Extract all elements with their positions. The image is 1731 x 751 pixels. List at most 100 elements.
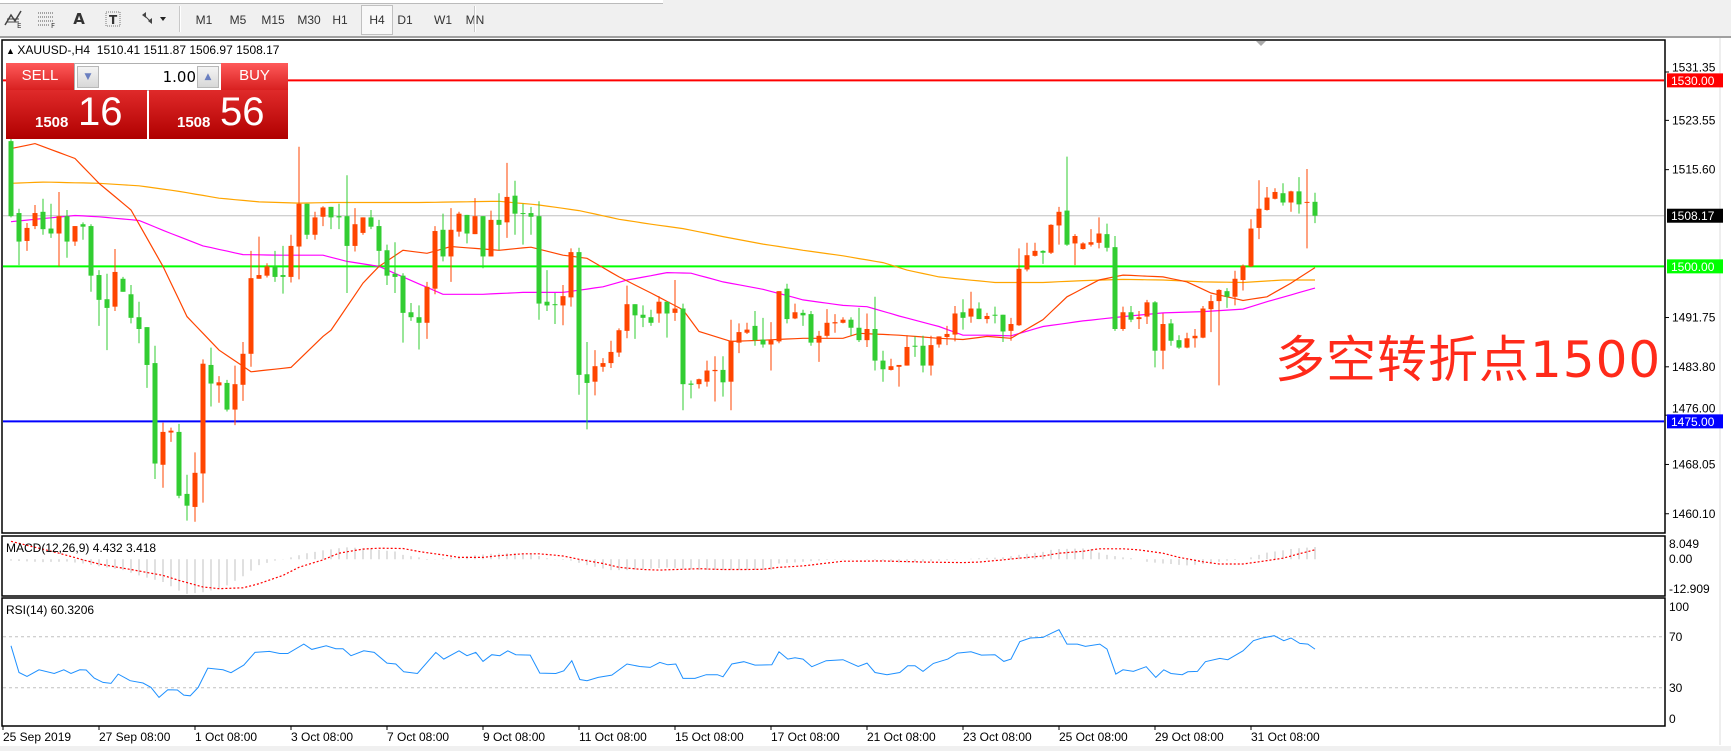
lot-increase-button[interactable]: ▲ — [197, 66, 219, 88]
candle — [520, 203, 526, 245]
timeframe-m30[interactable]: M30 — [297, 13, 321, 27]
timeframe-d1[interactable]: D1 — [397, 13, 413, 27]
candle-body — [896, 364, 902, 367]
candle — [1216, 289, 1222, 386]
timeframe-h4[interactable]: H4 — [361, 5, 393, 35]
candle — [1264, 187, 1270, 211]
collapse-triangle-icon[interactable]: ▲ — [6, 46, 18, 56]
candle-body — [1256, 208, 1262, 228]
fibonacci-fan-icon[interactable]: F — [34, 8, 58, 30]
candle — [144, 327, 150, 388]
candle-body — [560, 296, 566, 306]
rsi-axis-label: 30 — [1669, 681, 1683, 695]
candle-body — [1184, 338, 1190, 348]
candle-body — [960, 312, 966, 318]
lot-size-input[interactable]: 1.00 — [162, 68, 196, 86]
lot-decrease-button[interactable]: ▼ — [77, 66, 99, 88]
sell-price[interactable]: 1508 16 — [6, 90, 147, 139]
candle-body — [488, 219, 494, 257]
candle — [216, 376, 222, 403]
candle — [824, 309, 830, 338]
candle — [384, 244, 390, 285]
candle — [1080, 242, 1086, 250]
candle-body — [672, 308, 678, 313]
candle — [1048, 224, 1054, 254]
candle — [1136, 311, 1142, 329]
candle — [688, 380, 694, 399]
candle-body — [384, 250, 390, 276]
rsi-pane — [1, 597, 1666, 727]
timeframe-h1[interactable]: H1 — [332, 13, 348, 27]
candle — [448, 208, 454, 282]
candle-body — [240, 353, 246, 385]
buy-price-prefix: 1508 — [177, 114, 211, 131]
candle — [1208, 294, 1214, 333]
candle-body — [768, 340, 774, 345]
arrows-icon[interactable] — [137, 8, 171, 30]
candle-body — [432, 231, 438, 289]
time-axis-label: 1 Oct 08:00 — [195, 730, 257, 744]
candle-body — [1176, 340, 1182, 348]
candle — [48, 203, 54, 238]
candle-body — [744, 329, 750, 333]
time-axis-label: 25 Oct 08:00 — [1059, 730, 1128, 744]
buy-button[interactable]: BUY — [221, 63, 288, 90]
elliott-wave-icon[interactable]: E — [2, 8, 26, 30]
timeframe-m1[interactable]: M1 — [195, 13, 213, 27]
candle — [1288, 190, 1294, 212]
time-axis-label: 21 Oct 08:00 — [867, 730, 936, 744]
candle — [304, 203, 310, 240]
candle — [808, 311, 814, 346]
price-tag-label: 1508.17 — [1671, 209, 1715, 223]
candle — [1272, 188, 1278, 200]
candle — [240, 342, 246, 401]
chart-annotation: 多空转折点1500 — [1275, 331, 1662, 389]
candle-body — [448, 229, 454, 257]
candle — [424, 281, 430, 339]
candle — [168, 427, 174, 442]
candle-body — [536, 216, 542, 304]
candle — [24, 222, 30, 251]
candle — [320, 206, 326, 227]
candle — [640, 305, 646, 328]
lot-size-stepper[interactable]: ▼ 1.00 ▲ — [74, 63, 222, 91]
candle-body — [552, 304, 558, 306]
candle-body — [456, 213, 462, 232]
candle-body — [1232, 278, 1238, 297]
candle-body — [752, 325, 758, 341]
price-tick-label: 1483.80 — [1672, 360, 1716, 374]
candle-body — [32, 213, 38, 227]
sell-button[interactable]: SELL — [6, 63, 74, 90]
candle-body — [512, 195, 518, 214]
candle-body — [992, 314, 998, 316]
main-plot — [3, 79, 1664, 522]
candle — [128, 284, 134, 324]
candle — [8, 129, 14, 218]
candle-body — [984, 315, 990, 320]
svg-text:F: F — [51, 22, 55, 29]
timeframe-m15[interactable]: M15 — [261, 13, 285, 27]
candle-body — [696, 379, 702, 385]
price-tag-bg — [1667, 208, 1723, 223]
time-axis-label: 7 Oct 08:00 — [387, 730, 449, 744]
candle-body — [600, 363, 606, 367]
text-icon[interactable]: A — [73, 10, 85, 28]
timeframe-m5[interactable]: M5 — [229, 13, 247, 27]
low-value: 1506.97 — [189, 43, 233, 57]
candle-body — [1120, 312, 1126, 329]
candle-body — [56, 216, 62, 234]
candle-body — [712, 369, 718, 372]
candle — [184, 474, 190, 521]
candle — [872, 296, 878, 371]
text-label-icon[interactable]: T — [101, 8, 125, 30]
candle-body — [120, 278, 126, 292]
timeframe-w1[interactable]: W1 — [434, 13, 452, 27]
buy-price[interactable]: 1508 56 — [149, 90, 288, 139]
candle — [960, 299, 966, 330]
candle-body — [544, 301, 550, 306]
candle — [920, 335, 926, 373]
candle — [696, 378, 702, 389]
candle-body — [632, 304, 638, 316]
candle — [776, 291, 782, 344]
